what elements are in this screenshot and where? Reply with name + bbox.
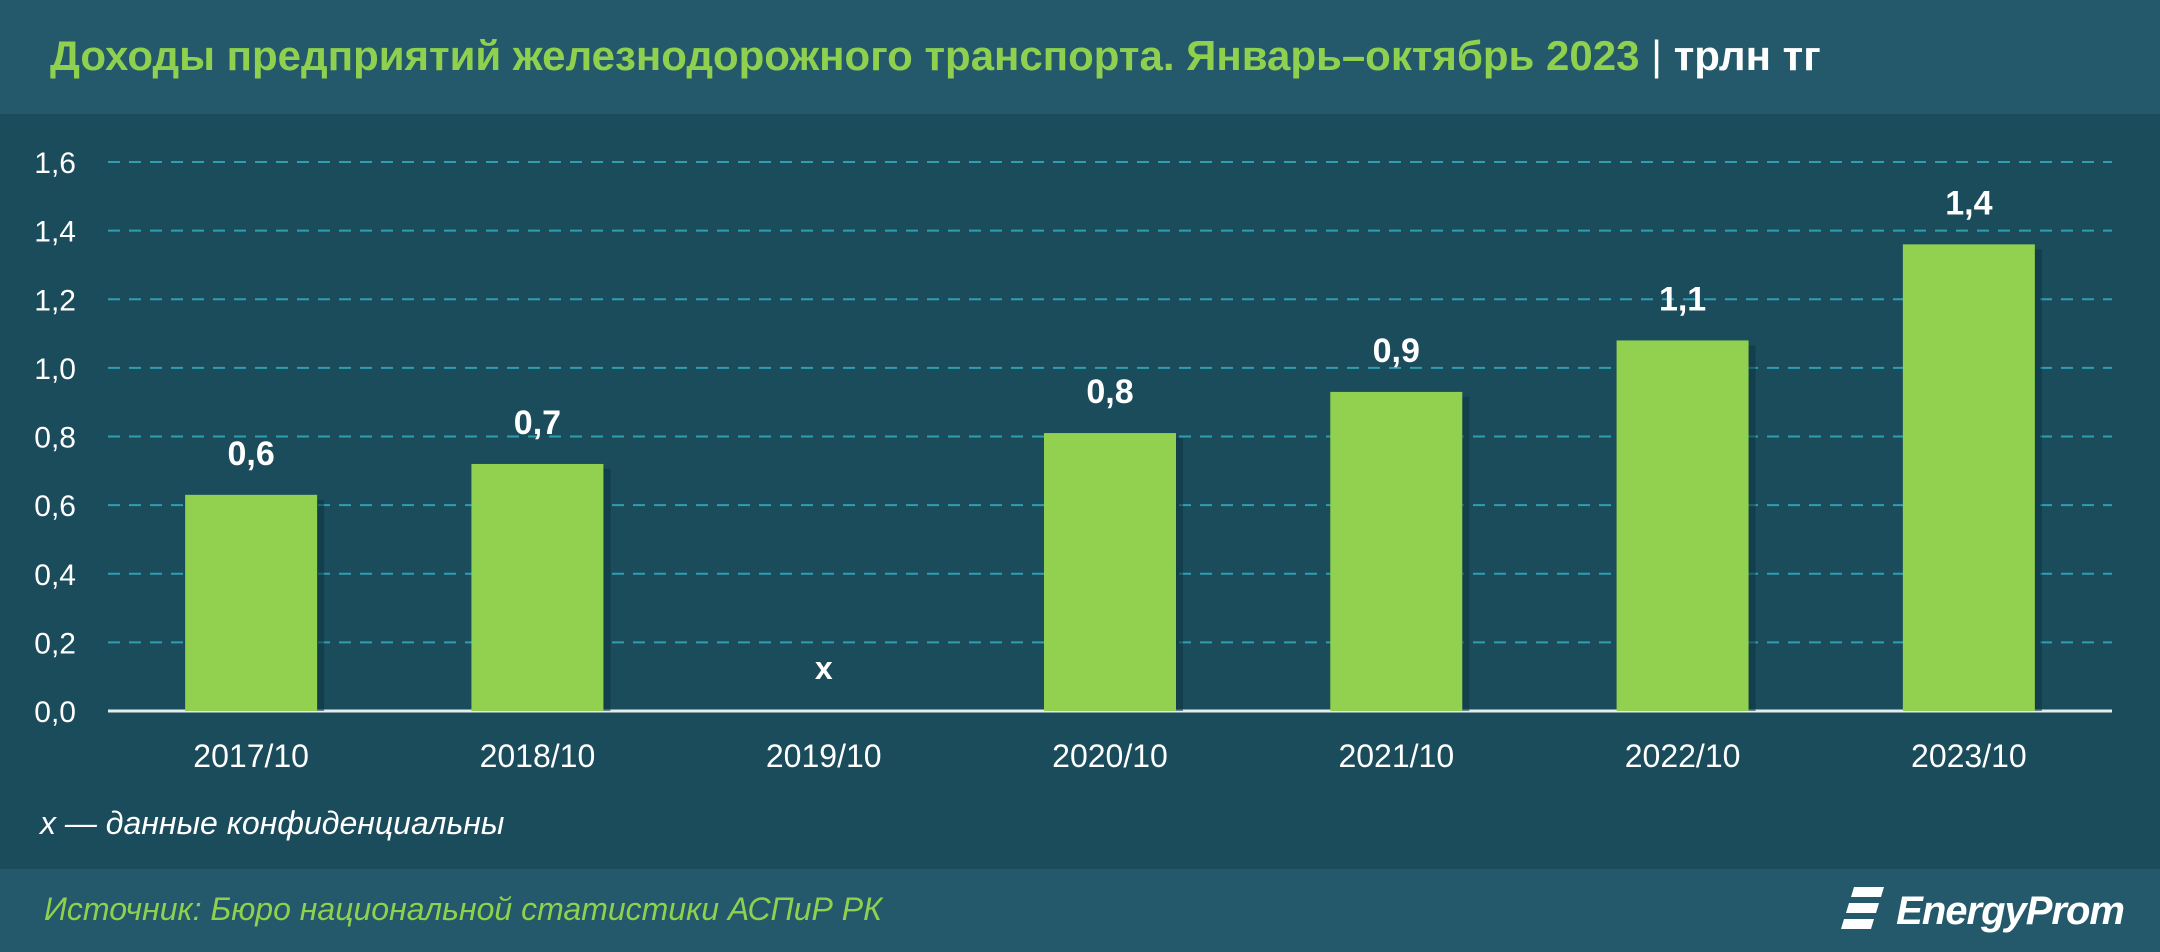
bar [471, 463, 604, 711]
header-band: Доходы предприятий железнодорожного тран… [0, 0, 2160, 114]
y-tick-label: 1,0 [34, 353, 76, 386]
y-tick-label: 0,2 [34, 627, 76, 660]
x-tick-label: 2018/10 [480, 738, 596, 774]
chart-title: Доходы предприятий железнодорожного тран… [50, 32, 1640, 79]
footer-band: Источник: Бюро национальной статистики А… [0, 869, 2160, 952]
bar [1902, 244, 2035, 711]
bar-chart: 0,0 0,2 0,4 0,6 0,8 1,0 1,2 1,4 1,6 0,6 2017/10 0,7… [34, 147, 2112, 774]
data-label: 0,9 [1373, 332, 1420, 370]
y-tick-label: 0,8 [34, 422, 76, 455]
x-tick-label: 2020/10 [1052, 738, 1168, 774]
data-label: 0,8 [1086, 373, 1133, 411]
logo-text: EnergyProm [1896, 888, 2125, 933]
bar [1330, 391, 1463, 711]
data-label-confidential: x [815, 650, 833, 686]
x-tick-label: 2021/10 [1338, 738, 1454, 774]
bar [1044, 433, 1176, 711]
chart-title-row: Доходы предприятий железнодорожного тран… [50, 32, 1821, 80]
y-tick-label: 1,6 [34, 147, 76, 180]
energyprom-logo-icon [1841, 887, 1885, 929]
y-tick-label: 1,4 [34, 216, 76, 249]
data-label: 0,7 [514, 404, 561, 442]
data-label: 0,6 [228, 435, 275, 473]
energyprom-logo: EnergyProm [1840, 879, 2125, 943]
chart-area: 0,0 0,2 0,4 0,6 0,8 1,0 1,2 1,4 1,6 0,6 2017/10 0,7… [0, 114, 2160, 869]
y-tick-label: 0,0 [34, 696, 76, 729]
y-tick-label: 1,2 [34, 284, 76, 317]
x-tick-label: 2019/10 [766, 738, 882, 774]
source-text: Источник: Бюро национальной статистики А… [44, 891, 882, 927]
title-separator: | [1651, 32, 1663, 79]
x-tick-label: 2023/10 [1911, 738, 2027, 774]
confidential-note: x — данные конфиденциальны [40, 805, 505, 841]
x-tick-label: 2022/10 [1625, 738, 1741, 774]
x-tick-label: 2017/10 [193, 738, 309, 774]
y-tick-label: 0,6 [34, 490, 76, 523]
bar [185, 494, 318, 711]
data-label: 1,1 [1659, 280, 1706, 318]
unit-label: трлн тг [1673, 32, 1821, 79]
data-label: 1,4 [1945, 184, 1992, 222]
y-tick-label: 0,4 [34, 559, 76, 592]
bar [1616, 340, 1749, 711]
